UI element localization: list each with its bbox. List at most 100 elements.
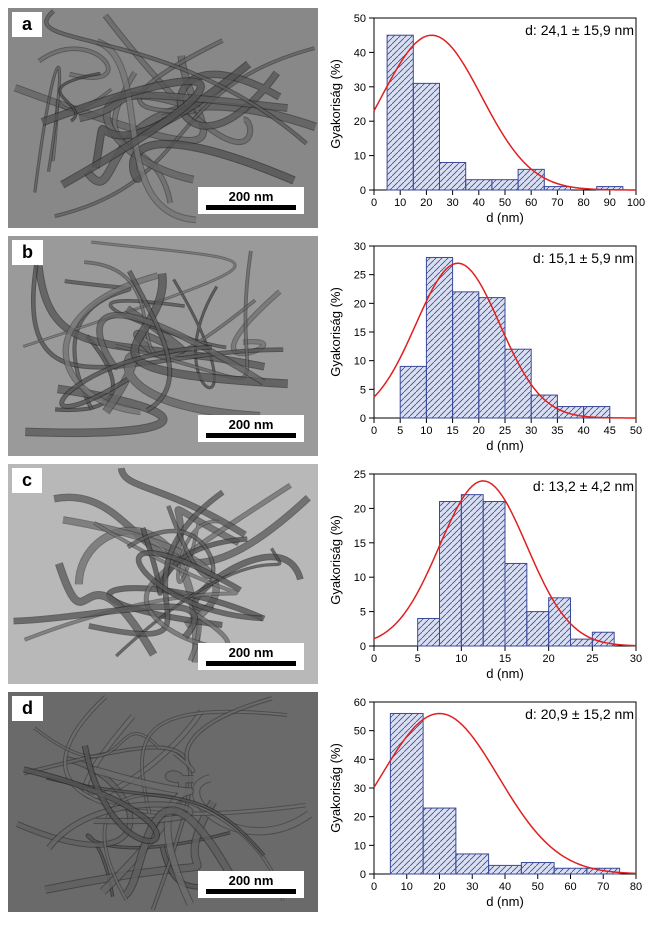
- svg-text:Gyakoriság (%): Gyakoriság (%): [328, 515, 343, 605]
- svg-text:20: 20: [420, 197, 432, 209]
- svg-text:20: 20: [354, 812, 366, 824]
- tem-image-a: a 200 nm: [8, 8, 318, 228]
- svg-text:50: 50: [499, 197, 511, 209]
- svg-text:5: 5: [397, 425, 403, 437]
- svg-text:5: 5: [360, 384, 366, 396]
- panel-c: c 200 nm d: 13,2 ± 4,2 nm 0 5 10 15 20 25 30 0 5…: [8, 464, 648, 684]
- diameter-annotation: d: 24,1 ± 15,9 nm: [525, 22, 634, 38]
- scale-text: 200 nm: [206, 645, 296, 660]
- svg-text:d (nm): d (nm): [486, 438, 524, 453]
- svg-text:10: 10: [354, 840, 366, 852]
- svg-text:5: 5: [415, 653, 421, 665]
- panel-a: a 200 nm d: 24,1 ± 15,9 nm 0 10 20 30 40 50 60…: [8, 8, 648, 228]
- diameter-annotation: d: 13,2 ± 4,2 nm: [533, 478, 634, 494]
- scale-bar: 200 nm: [198, 187, 304, 214]
- svg-text:40: 40: [354, 754, 366, 766]
- tem-image-c: c 200 nm: [8, 464, 318, 684]
- scale-line: [206, 205, 296, 210]
- svg-text:60: 60: [525, 197, 537, 209]
- histogram-d: d: 20,9 ± 15,2 nm 0 10 20 30 40 50 60 70 80 0 10 20…: [326, 692, 646, 912]
- scale-text: 200 nm: [206, 873, 296, 888]
- svg-text:0: 0: [360, 641, 366, 653]
- svg-text:Gyakoriság (%): Gyakoriság (%): [328, 743, 343, 833]
- svg-text:0: 0: [360, 869, 366, 881]
- svg-text:40: 40: [499, 881, 511, 893]
- tem-image-b: b 200 nm: [8, 236, 318, 456]
- svg-text:40: 40: [577, 425, 589, 437]
- panel-label: a: [12, 12, 42, 37]
- svg-text:Gyakoriság (%): Gyakoriság (%): [328, 287, 343, 377]
- svg-text:10: 10: [420, 425, 432, 437]
- diameter-annotation: d: 15,1 ± 5,9 nm: [533, 250, 634, 266]
- svg-text:20: 20: [354, 298, 366, 310]
- svg-text:40: 40: [473, 197, 485, 209]
- scale-bar: 200 nm: [198, 871, 304, 898]
- svg-text:70: 70: [597, 881, 609, 893]
- svg-text:25: 25: [354, 270, 366, 282]
- svg-text:10: 10: [354, 356, 366, 368]
- svg-text:25: 25: [586, 653, 598, 665]
- svg-text:60: 60: [564, 881, 576, 893]
- svg-text:70: 70: [551, 197, 563, 209]
- svg-text:60: 60: [354, 697, 366, 709]
- svg-text:10: 10: [354, 572, 366, 584]
- panel-d: d 200 nm d: 20,9 ± 15,2 nm 0 10 20 30 40 50 60…: [8, 692, 648, 912]
- svg-text:45: 45: [604, 425, 616, 437]
- svg-text:30: 30: [354, 241, 366, 253]
- svg-text:30: 30: [354, 783, 366, 795]
- svg-text:50: 50: [532, 881, 544, 893]
- tem-image-d: d 200 nm: [8, 692, 318, 912]
- svg-text:30: 30: [630, 653, 642, 665]
- svg-text:0: 0: [371, 653, 377, 665]
- scale-bar: 200 nm: [198, 643, 304, 670]
- scale-text: 200 nm: [206, 189, 296, 204]
- svg-text:10: 10: [401, 881, 413, 893]
- scale-line: [206, 889, 296, 894]
- panel-label: d: [12, 696, 43, 721]
- svg-text:d (nm): d (nm): [486, 894, 524, 909]
- svg-text:80: 80: [630, 881, 642, 893]
- svg-text:10: 10: [455, 653, 467, 665]
- svg-text:40: 40: [354, 47, 366, 59]
- svg-text:90: 90: [604, 197, 616, 209]
- svg-text:0: 0: [360, 413, 366, 425]
- svg-text:20: 20: [433, 881, 445, 893]
- svg-text:50: 50: [630, 425, 642, 437]
- histogram-c: d: 13,2 ± 4,2 nm 0 5 10 15 20 25 30 0 5 10 15 20 25 d…: [326, 464, 646, 684]
- svg-text:10: 10: [354, 151, 366, 163]
- histogram-b: d: 15,1 ± 5,9 nm 05101520253035404550051…: [326, 236, 646, 456]
- diameter-annotation: d: 20,9 ± 15,2 nm: [525, 706, 634, 722]
- svg-text:10: 10: [394, 197, 406, 209]
- svg-text:15: 15: [354, 327, 366, 339]
- svg-text:50: 50: [354, 13, 366, 25]
- svg-text:0: 0: [371, 881, 377, 893]
- histogram-a: d: 24,1 ± 15,9 nm 0102030405060708090100…: [326, 8, 646, 228]
- svg-text:0: 0: [360, 185, 366, 197]
- panel-b: b 200 nm d: 15,1 ± 5,9 nm 0 5 10 15 20 25 30 35…: [8, 236, 648, 456]
- svg-text:d (nm): d (nm): [486, 666, 524, 681]
- svg-text:30: 30: [466, 881, 478, 893]
- svg-text:25: 25: [499, 425, 511, 437]
- scale-line: [206, 433, 296, 438]
- svg-text:20: 20: [473, 425, 485, 437]
- figure-container: a 200 nm d: 24,1 ± 15,9 nm 0102030405060…: [8, 8, 648, 912]
- svg-text:0: 0: [371, 197, 377, 209]
- svg-text:35: 35: [551, 425, 563, 437]
- svg-text:30: 30: [354, 82, 366, 94]
- svg-text:20: 20: [354, 503, 366, 515]
- svg-text:15: 15: [354, 538, 366, 550]
- svg-text:30: 30: [446, 197, 458, 209]
- svg-text:20: 20: [354, 116, 366, 128]
- svg-text:100: 100: [627, 197, 645, 209]
- svg-text:d (nm): d (nm): [486, 210, 524, 225]
- panel-label: b: [12, 240, 43, 265]
- svg-text:15: 15: [446, 425, 458, 437]
- svg-text:50: 50: [354, 726, 366, 738]
- svg-text:5: 5: [360, 607, 366, 619]
- svg-text:80: 80: [577, 197, 589, 209]
- scale-bar: 200 nm: [198, 415, 304, 442]
- svg-text:20: 20: [543, 653, 555, 665]
- svg-text:15: 15: [499, 653, 511, 665]
- svg-text:25: 25: [354, 469, 366, 481]
- panel-label: c: [12, 468, 42, 493]
